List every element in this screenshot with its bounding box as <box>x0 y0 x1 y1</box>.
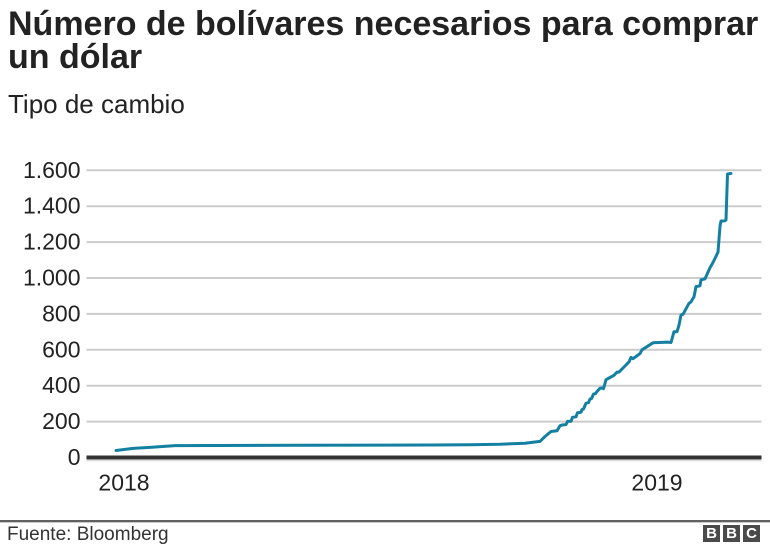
svg-text:1.200: 1.200 <box>23 229 81 255</box>
svg-text:800: 800 <box>42 300 80 326</box>
svg-text:1.000: 1.000 <box>23 265 81 291</box>
svg-text:400: 400 <box>42 372 80 398</box>
svg-text:600: 600 <box>42 336 80 362</box>
svg-text:2018: 2018 <box>98 470 149 496</box>
svg-text:1.600: 1.600 <box>23 157 81 183</box>
svg-text:200: 200 <box>42 408 80 434</box>
svg-text:2019: 2019 <box>631 470 682 496</box>
svg-text:0: 0 <box>68 444 81 470</box>
svg-text:1.400: 1.400 <box>23 193 81 219</box>
